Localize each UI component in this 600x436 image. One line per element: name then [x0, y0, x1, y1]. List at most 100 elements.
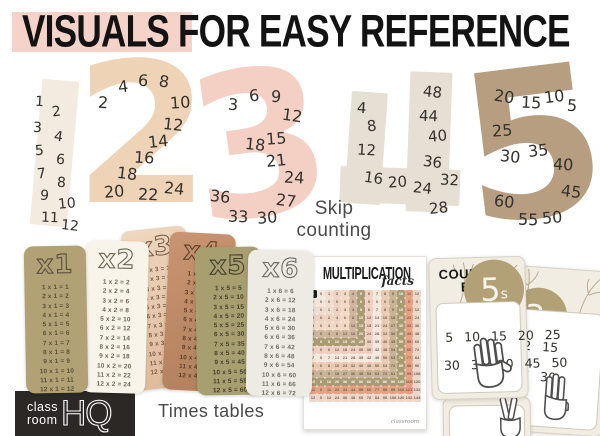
grid-product-cell: 72 — [413, 346, 421, 354]
grid-product-cell: 11 — [405, 306, 413, 314]
grid-product-cell: 36 — [365, 346, 373, 354]
grid-product-cell: 20 — [397, 314, 405, 322]
grid-header-cell: 6 — [309, 346, 317, 354]
grid-header-cell: 4 — [309, 330, 317, 338]
grid-header-cell: 11 — [309, 386, 317, 394]
grid-product-cell: 56 — [373, 362, 381, 370]
skip-counting-label: Skip counting — [296, 198, 372, 241]
skip-number: 24 — [412, 178, 433, 198]
grid-product-cell: 20 — [333, 378, 341, 386]
grid-product-cell: 0 — [317, 370, 325, 378]
grid-product-cell: 0 — [373, 298, 381, 306]
skip-number: 24 — [163, 177, 186, 200]
grid-product-cell: 108 — [413, 370, 421, 378]
grid-product-cell: 24 — [381, 322, 389, 330]
skip-numeral-2: 2 2 4 6 8 10 12 14 16 18 20 22 24 — [74, 37, 210, 232]
grid-product-cell: 24 — [341, 362, 349, 370]
times-table-fact: 12 x 1 = 12 — [39, 385, 75, 394]
skip-number: 20 — [387, 172, 408, 192]
grid-product-cell: 0 — [317, 346, 325, 354]
hand-two-fingers-icon — [499, 396, 521, 436]
grid-product-cell: 24 — [413, 314, 421, 322]
grid-product-cell: 45 — [389, 338, 397, 346]
skip-number: 20 — [103, 181, 126, 202]
grid-header-cell: 9 — [389, 290, 397, 298]
skip-number: 45 — [559, 180, 583, 203]
grid-product-cell: 14 — [333, 354, 341, 362]
skip-number: 22 — [137, 184, 159, 205]
grid-product-cell: 12 — [333, 346, 341, 354]
grid-product-cell: 22 — [333, 386, 341, 394]
grid-product-cell: 10 — [325, 378, 333, 386]
grid-product-cell: 48 — [365, 362, 373, 370]
grid-header-cell: 7 — [373, 290, 381, 298]
grid-header-cell: 11 — [405, 290, 413, 298]
grid-product-cell: 9 — [341, 322, 349, 330]
grid-product-cell: 30 — [341, 378, 349, 386]
multiplication-poster: MULTIPLICATION facts x012345678910111200… — [303, 256, 427, 430]
grid-product-cell: 33 — [405, 322, 413, 330]
grid-product-cell: 18 — [341, 346, 349, 354]
poster-brand: classroom — [390, 419, 419, 425]
grid-product-cell: 48 — [349, 394, 357, 402]
grid-product-cell: 12 — [341, 330, 349, 338]
grid-product-cell: 50 — [397, 338, 405, 346]
grid-header-cell: 8 — [381, 290, 389, 298]
grid-product-cell: 9 — [325, 370, 333, 378]
skip-number: 12 — [280, 104, 304, 127]
grid-product-cell: 0 — [317, 394, 325, 402]
grid-product-cell: 40 — [349, 378, 357, 386]
grid-product-cell: 88 — [381, 386, 389, 394]
skip-number: 48 — [422, 82, 443, 102]
grid-product-cell: 0 — [357, 298, 365, 306]
grid-product-cell: 24 — [349, 346, 357, 354]
grid-product-cell: 9 — [389, 306, 397, 314]
grid-header-cell: 0 — [317, 290, 325, 298]
grid-product-cell: 8 — [325, 362, 333, 370]
logo-classroom-text: class room — [27, 400, 58, 427]
grid-product-cell: 8 — [349, 314, 357, 322]
grid-product-cell: 96 — [381, 394, 389, 402]
skip-number: 12 — [356, 140, 377, 160]
grid-header-cell: 1 — [325, 290, 333, 298]
grid-product-cell: 2 — [325, 314, 333, 322]
times-table-fact: 12 x 6 = 72 — [261, 389, 296, 398]
skip-number: 4 — [356, 98, 368, 118]
skip-number: 8 — [365, 116, 378, 136]
times-table-card-header: x1 — [36, 249, 74, 281]
grid-product-cell: 49 — [373, 354, 381, 362]
skip-number: 60 — [493, 190, 516, 213]
grid-product-cell: 8 — [381, 306, 389, 314]
grid-header-cell: 12 — [309, 394, 317, 402]
count-by-3s-card: 3s 2 15 7 30 — [498, 264, 600, 436]
skip-number: 24 — [283, 167, 305, 188]
skip-number: 16 — [362, 167, 385, 189]
skip-number: 11 — [40, 209, 60, 227]
skip-number: 12 — [60, 217, 80, 235]
grid-product-cell: 70 — [373, 378, 381, 386]
hand-three-fingers-icon — [543, 373, 570, 421]
grid-product-cell: 0 — [317, 378, 325, 386]
hand-five-fingers-icon — [473, 337, 512, 388]
grid-product-cell: 18 — [365, 322, 373, 330]
grid-product-cell: 18 — [333, 370, 341, 378]
grid-product-cell: 72 — [381, 370, 389, 378]
grid-header-cell: 3 — [341, 290, 349, 298]
count-by-5s-card: COUNT BY 5s 5 10 15 20 25 30 35 40 45 50 — [428, 255, 568, 401]
grid-product-cell: 0 — [317, 330, 325, 338]
grid-product-cell: 66 — [405, 346, 413, 354]
grid-product-cell: 24 — [365, 330, 373, 338]
grid-product-cell: 6 — [325, 346, 333, 354]
grid-product-cell: 6 — [365, 306, 373, 314]
skip-number: 4 — [116, 76, 130, 97]
grid-product-cell: 40 — [357, 362, 365, 370]
grid-product-cell: 20 — [357, 330, 365, 338]
grid-product-cell: 15 — [341, 338, 349, 346]
grid-product-cell: 45 — [357, 370, 365, 378]
grid-product-cell: 10 — [357, 314, 365, 322]
grid-product-cell: 54 — [389, 346, 397, 354]
grid-product-cell: 28 — [349, 354, 357, 362]
